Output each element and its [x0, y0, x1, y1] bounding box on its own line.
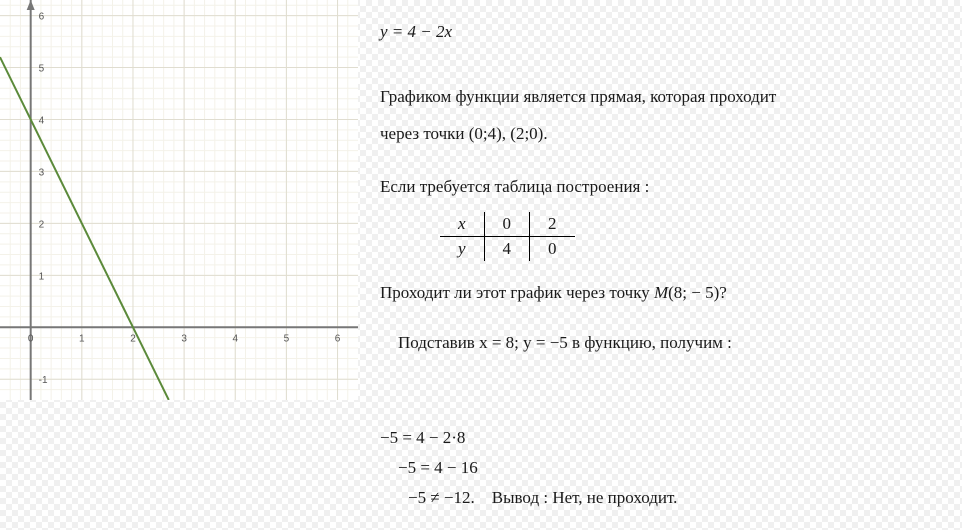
substitution-line: Подставив x = 8; y = −5 в функцию, получ…	[380, 329, 958, 358]
table-row: y 4 0	[440, 236, 575, 261]
svg-text:-1: -1	[39, 375, 48, 386]
equation: y = 4 − 2x	[380, 18, 958, 47]
svg-text:4: 4	[232, 333, 238, 344]
table-header-x: x	[440, 212, 484, 237]
svg-text:1: 1	[79, 333, 85, 344]
description-line-1: Графиком функции является прямая, котора…	[380, 83, 958, 112]
chart-container: 0 1 2 3 4 5 6 -1 1 2 3 4 5 6	[0, 0, 358, 400]
svg-text:3: 3	[181, 333, 187, 344]
svg-text:1: 1	[39, 271, 45, 282]
svg-text:5: 5	[39, 64, 45, 75]
line-chart: 0 1 2 3 4 5 6 -1 1 2 3 4 5 6	[0, 0, 358, 400]
table-header-y: y	[440, 236, 484, 261]
explanation-text: y = 4 − 2x Графиком функции является пря…	[380, 18, 958, 366]
table-cell: 0	[530, 236, 575, 261]
table-intro: Если требуется таблица построения :	[380, 173, 958, 202]
value-table: x 0 2 y 4 0	[440, 212, 575, 261]
table-cell: 0	[484, 212, 530, 237]
svg-text:3: 3	[39, 167, 45, 178]
calc-line-2: −5 = 4 − 16	[380, 458, 677, 478]
equation-text: y = 4 − 2x	[380, 22, 452, 41]
svg-text:4: 4	[39, 115, 45, 126]
svg-text:2: 2	[39, 219, 45, 230]
svg-text:2: 2	[130, 333, 136, 344]
svg-text:5: 5	[284, 333, 290, 344]
calculation-block: −5 = 4 − 2·8 −5 = 4 − 16 −5 ≠ −12. Вывод…	[380, 428, 677, 518]
table-cell: 4	[484, 236, 530, 261]
table-row: x 0 2	[440, 212, 575, 237]
calc-line-3: −5 ≠ −12. Вывод : Нет, не проходит.	[380, 488, 677, 508]
svg-text:6: 6	[39, 12, 45, 23]
question-line: Проходит ли этот график через точку M(8;…	[380, 279, 958, 308]
svg-text:6: 6	[335, 333, 341, 344]
table-cell: 2	[530, 212, 575, 237]
svg-text:0: 0	[28, 333, 34, 344]
calc-line-1: −5 = 4 − 2·8	[380, 428, 677, 448]
description-line-2: через точки (0;4), (2;0).	[380, 120, 958, 149]
